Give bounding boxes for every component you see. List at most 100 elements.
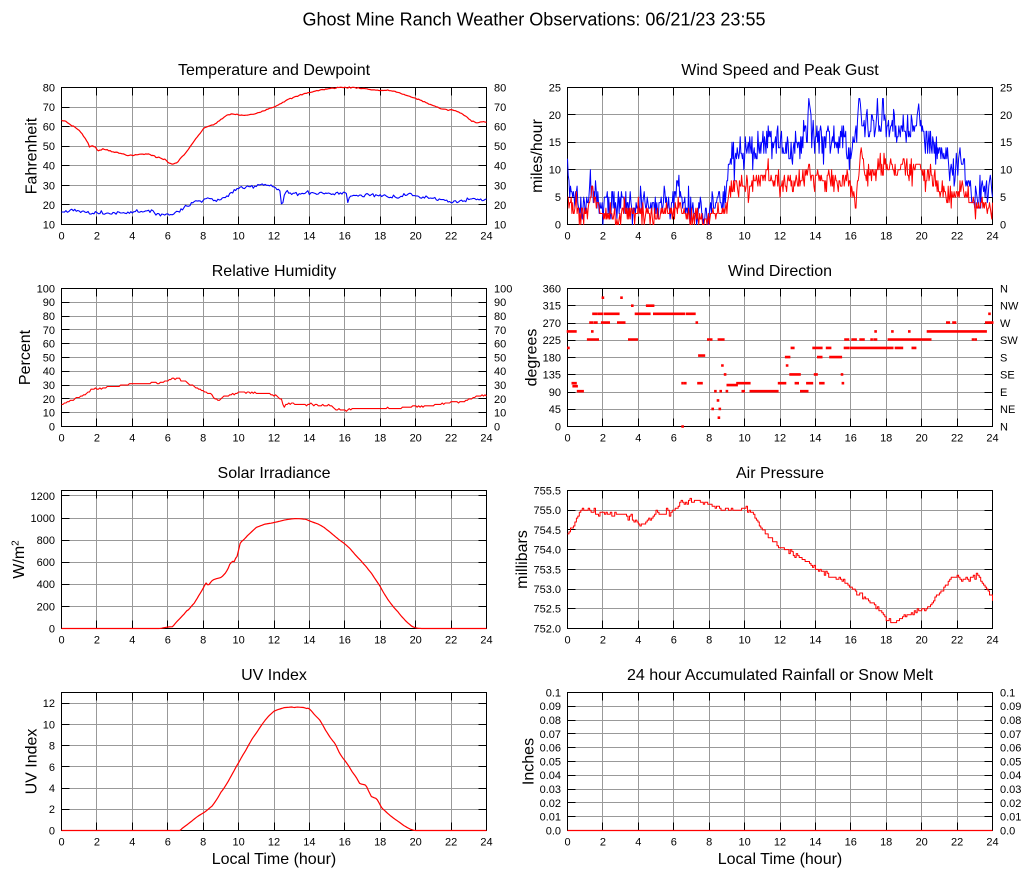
svg-text:W/m2: W/m2 [11, 540, 29, 579]
svg-text:10: 10 [43, 719, 55, 731]
svg-text:12: 12 [43, 698, 55, 710]
svg-text:4: 4 [635, 634, 641, 646]
svg-text:12: 12 [268, 634, 280, 646]
svg-text:4: 4 [49, 783, 55, 795]
svg-text:0.05: 0.05 [540, 756, 561, 768]
svg-text:90: 90 [43, 297, 55, 309]
svg-text:10: 10 [549, 165, 561, 177]
svg-text:16: 16 [845, 230, 857, 242]
svg-text:0.07: 0.07 [540, 729, 561, 741]
svg-text:2: 2 [94, 836, 100, 848]
svg-text:SE: SE [1000, 370, 1015, 382]
svg-text:1000: 1000 [31, 513, 55, 525]
svg-text:800: 800 [37, 535, 55, 547]
svg-text:16: 16 [845, 432, 857, 444]
svg-text:8: 8 [706, 230, 712, 242]
svg-text:20: 20 [410, 432, 422, 444]
svg-text:80: 80 [494, 311, 506, 323]
svg-text:600: 600 [37, 557, 55, 569]
svg-text:90: 90 [494, 297, 506, 309]
svg-text:0.0: 0.0 [1000, 825, 1015, 837]
svg-text:8: 8 [49, 741, 55, 753]
svg-text:25: 25 [1000, 82, 1012, 94]
svg-text:20: 20 [410, 634, 422, 646]
svg-text:0: 0 [49, 421, 55, 433]
svg-text:18: 18 [880, 432, 892, 444]
svg-text:0.1: 0.1 [546, 687, 561, 699]
svg-text:24 hour Accumulated Rainfall o: 24 hour Accumulated Rainfall or Snow Mel… [627, 667, 933, 684]
svg-text:14: 14 [303, 432, 315, 444]
svg-text:Fahrenheit: Fahrenheit [23, 117, 40, 194]
svg-text:2: 2 [94, 634, 100, 646]
svg-text:S: S [1000, 352, 1007, 364]
svg-text:16: 16 [339, 634, 351, 646]
svg-text:30: 30 [494, 180, 506, 192]
svg-text:NW: NW [1000, 301, 1019, 313]
svg-text:0: 0 [58, 230, 64, 242]
svg-text:0.09: 0.09 [540, 701, 561, 713]
svg-text:8: 8 [200, 230, 206, 242]
svg-text:10: 10 [1000, 165, 1012, 177]
svg-text:20: 20 [43, 200, 55, 212]
svg-text:14: 14 [809, 634, 821, 646]
svg-text:15: 15 [549, 137, 561, 149]
svg-text:10: 10 [232, 230, 244, 242]
svg-text:5: 5 [555, 192, 561, 204]
svg-text:24: 24 [480, 432, 492, 444]
svg-text:Inches: Inches [521, 738, 538, 785]
svg-text:0.06: 0.06 [540, 743, 561, 755]
svg-text:752.0: 752.0 [533, 623, 561, 635]
svg-text:6: 6 [165, 836, 171, 848]
svg-text:755.5: 755.5 [533, 485, 561, 497]
svg-text:135: 135 [543, 370, 561, 382]
svg-text:60: 60 [43, 339, 55, 351]
svg-text:0.01: 0.01 [1000, 812, 1021, 824]
svg-text:14: 14 [303, 230, 315, 242]
svg-text:6: 6 [671, 634, 677, 646]
svg-text:0: 0 [564, 634, 570, 646]
svg-text:24: 24 [986, 634, 998, 646]
svg-text:1200: 1200 [31, 491, 55, 503]
svg-text:70: 70 [494, 102, 506, 114]
svg-text:4: 4 [635, 836, 641, 848]
svg-text:18: 18 [880, 634, 892, 646]
svg-text:18: 18 [374, 432, 386, 444]
svg-text:12: 12 [774, 432, 786, 444]
svg-text:4: 4 [635, 432, 641, 444]
svg-text:18: 18 [374, 634, 386, 646]
svg-text:80: 80 [43, 82, 55, 94]
svg-text:90: 90 [549, 387, 561, 399]
svg-text:20: 20 [916, 634, 928, 646]
svg-text:0: 0 [49, 623, 55, 635]
svg-text:16: 16 [339, 230, 351, 242]
svg-text:12: 12 [774, 230, 786, 242]
svg-text:14: 14 [809, 230, 821, 242]
svg-text:70: 70 [43, 102, 55, 114]
svg-text:755.0: 755.0 [533, 505, 561, 517]
svg-text:12: 12 [268, 230, 280, 242]
svg-text:20: 20 [410, 230, 422, 242]
svg-text:millibars: millibars [514, 530, 531, 589]
svg-text:0.0: 0.0 [546, 825, 561, 837]
svg-text:20: 20 [1000, 110, 1012, 122]
svg-text:0: 0 [564, 230, 570, 242]
svg-text:NE: NE [1000, 404, 1015, 416]
svg-text:2: 2 [600, 432, 606, 444]
svg-text:20: 20 [916, 432, 928, 444]
svg-text:UV Index: UV Index [241, 667, 307, 684]
svg-text:30: 30 [494, 380, 506, 392]
svg-text:754.5: 754.5 [533, 525, 561, 537]
svg-text:10: 10 [232, 836, 244, 848]
svg-text:24: 24 [480, 634, 492, 646]
svg-text:0.08: 0.08 [1000, 715, 1021, 727]
svg-text:0.08: 0.08 [540, 715, 561, 727]
svg-text:22: 22 [951, 432, 963, 444]
svg-text:0.02: 0.02 [540, 798, 561, 810]
svg-text:12: 12 [268, 432, 280, 444]
svg-text:10: 10 [494, 219, 506, 231]
svg-text:10: 10 [738, 634, 750, 646]
svg-text:40: 40 [494, 366, 506, 378]
svg-text:70: 70 [494, 325, 506, 337]
svg-text:N: N [1000, 283, 1008, 295]
svg-text:60: 60 [494, 122, 506, 134]
